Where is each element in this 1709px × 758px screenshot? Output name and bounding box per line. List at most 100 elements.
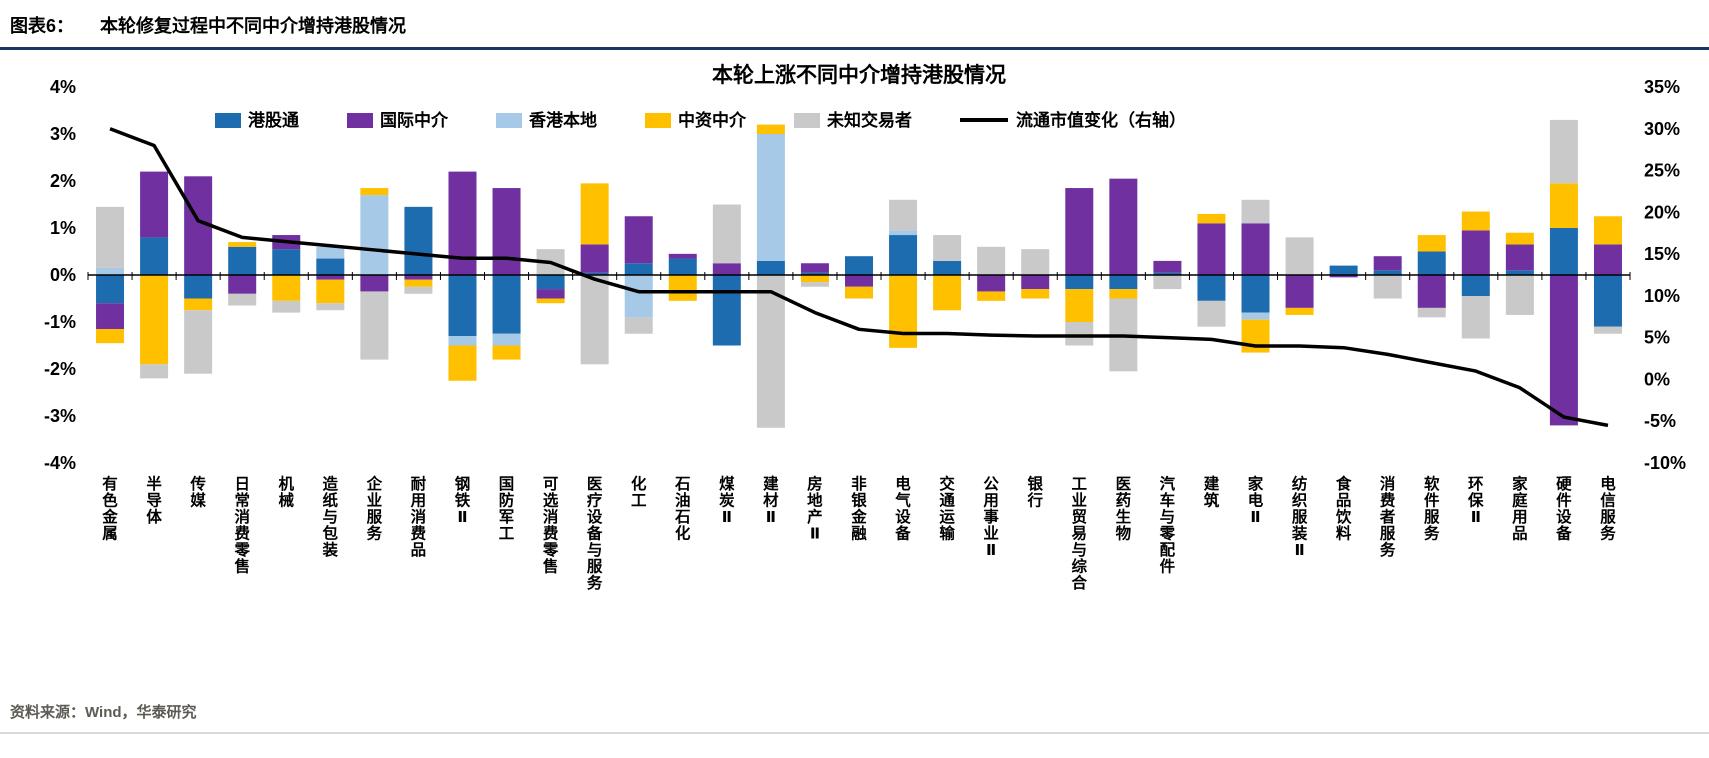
- legend-label: 香港本地: [529, 110, 597, 130]
- bar-segment: [1109, 275, 1138, 290]
- bar-segment: [1285, 237, 1314, 275]
- bar-segment: [184, 310, 213, 374]
- category-label: 化工: [631, 474, 647, 510]
- legend-item-0: 港股通: [215, 110, 299, 130]
- bar-segment: [140, 275, 169, 365]
- right-axis-tick-label: -5%: [1644, 411, 1676, 431]
- bar-segment: [800, 282, 829, 287]
- bar-segment: [316, 246, 345, 259]
- bar-segment: [1329, 265, 1358, 275]
- bar-segment: [1197, 275, 1226, 301]
- bar-segment: [492, 345, 521, 360]
- category-label: 汽车与零配件: [1159, 474, 1176, 576]
- bar-segment: [1197, 213, 1226, 224]
- bar-segment: [580, 272, 609, 275]
- bar-segment: [140, 364, 169, 379]
- bar-segment: [580, 275, 609, 365]
- legend-label: 国际中介: [380, 110, 449, 130]
- left-axis-tick-label: 2%: [50, 171, 76, 191]
- bar-segment: [272, 249, 301, 275]
- bar-segment: [1593, 244, 1622, 275]
- bar-segment: [1461, 211, 1490, 231]
- bar-segment: [1505, 232, 1534, 245]
- category-label: 工业贸易与综合: [1072, 476, 1088, 592]
- left-axis-tick-label: 4%: [50, 77, 76, 97]
- bar-segment: [1285, 307, 1314, 315]
- bar-segment: [316, 279, 345, 304]
- category-label: 半导体: [146, 474, 162, 526]
- bar-segment: [360, 291, 389, 360]
- left-axis-tick-label: 3%: [50, 124, 76, 144]
- category-label: 可选消费零售: [542, 476, 559, 576]
- bar-segment: [1505, 270, 1534, 275]
- category-label: 纺织服装 Ⅱ: [1291, 474, 1308, 559]
- legend-item-line: 流通市值变化（右轴）: [960, 110, 1186, 130]
- right-axis-tick-label: 30%: [1644, 119, 1680, 139]
- report-header: 图表6： 本轮修复过程中不同中介增持港股情况: [0, 0, 1709, 50]
- legend-swatch: [794, 113, 820, 128]
- bar-segment: [1109, 289, 1138, 299]
- category-label: 电信服务: [1600, 474, 1616, 543]
- bar-segment: [1549, 183, 1578, 228]
- category-label: 电气设备: [894, 474, 911, 543]
- bar-segment: [96, 275, 125, 304]
- bar-segment: [756, 134, 785, 261]
- bar-segment: [889, 235, 918, 275]
- bar-segment: [404, 275, 433, 280]
- bar-segment: [624, 216, 653, 264]
- bar-segment: [1241, 223, 1270, 275]
- bar-segment: [977, 291, 1006, 301]
- category-label: 造纸与包装: [322, 474, 339, 559]
- bar-segment: [140, 171, 169, 238]
- category-label: 建材 Ⅱ: [763, 475, 779, 526]
- category-label: 软件服务: [1424, 474, 1440, 543]
- bar-segment: [1373, 256, 1402, 271]
- category-label: 家电 Ⅱ: [1248, 474, 1264, 526]
- bar-segment: [668, 253, 697, 259]
- bar-segment: [845, 275, 873, 287]
- figure-title: 本轮修复过程中不同中介增持港股情况: [100, 16, 407, 36]
- bar-segment: [1593, 326, 1622, 334]
- bar-segment: [889, 275, 918, 348]
- bar-segment: [360, 188, 389, 196]
- left-axis-tick-label: -1%: [44, 312, 76, 332]
- bar-segment: [228, 242, 257, 247]
- category-label: 交通运输: [939, 474, 955, 543]
- legend-item-4: 未知交易者: [794, 110, 912, 130]
- bar-segment: [712, 204, 741, 264]
- chart-area: 本轮上涨不同中介增持港股情况 港股通 国际中介 香港本地 中资中介 未知交易者 流通市值变化…: [0, 52, 1709, 697]
- category-label: 家庭用品: [1512, 474, 1528, 543]
- bar-segment: [1109, 178, 1138, 275]
- category-label: 房地产 Ⅱ: [807, 474, 823, 543]
- bar-segment: [228, 275, 257, 294]
- bar-segment: [977, 275, 1006, 292]
- bar-segment: [756, 275, 785, 428]
- left-axis-labels: 4% 3% 2% 1% 0% -1% -2% -3% -4%: [44, 77, 76, 473]
- bar-segment: [1241, 199, 1270, 224]
- bar-segment: [1241, 312, 1270, 320]
- bar-segment: [1373, 275, 1402, 299]
- bar-segment: [316, 275, 345, 280]
- bar-segment: [1505, 244, 1534, 271]
- bar-segment: [1285, 275, 1314, 308]
- category-label: 有色金属: [101, 474, 118, 543]
- bar-segment: [404, 206, 433, 275]
- bar-segment: [272, 300, 301, 313]
- category-label: 钢铁 Ⅱ: [455, 474, 471, 526]
- bar-segment: [845, 286, 873, 299]
- category-label: 耐用消费品: [411, 474, 427, 559]
- right-axis-tick-label: -10%: [1644, 453, 1686, 473]
- bar-segment: [1021, 289, 1050, 299]
- bar-segment: [800, 275, 829, 283]
- bar-segment: [184, 298, 213, 311]
- legend-item-2: 香港本地: [496, 110, 597, 130]
- bar-segment: [140, 237, 169, 275]
- left-axis-tick-label: -2%: [44, 359, 76, 379]
- bar-segment: [1021, 249, 1050, 275]
- category-label: 硬件设备: [1555, 475, 1572, 543]
- bar-segment: [933, 260, 962, 275]
- legend-swatch: [496, 113, 522, 128]
- legend-label: 流通市值变化（右轴）: [1016, 110, 1186, 130]
- category-label: 医疗设备与服务: [586, 475, 603, 592]
